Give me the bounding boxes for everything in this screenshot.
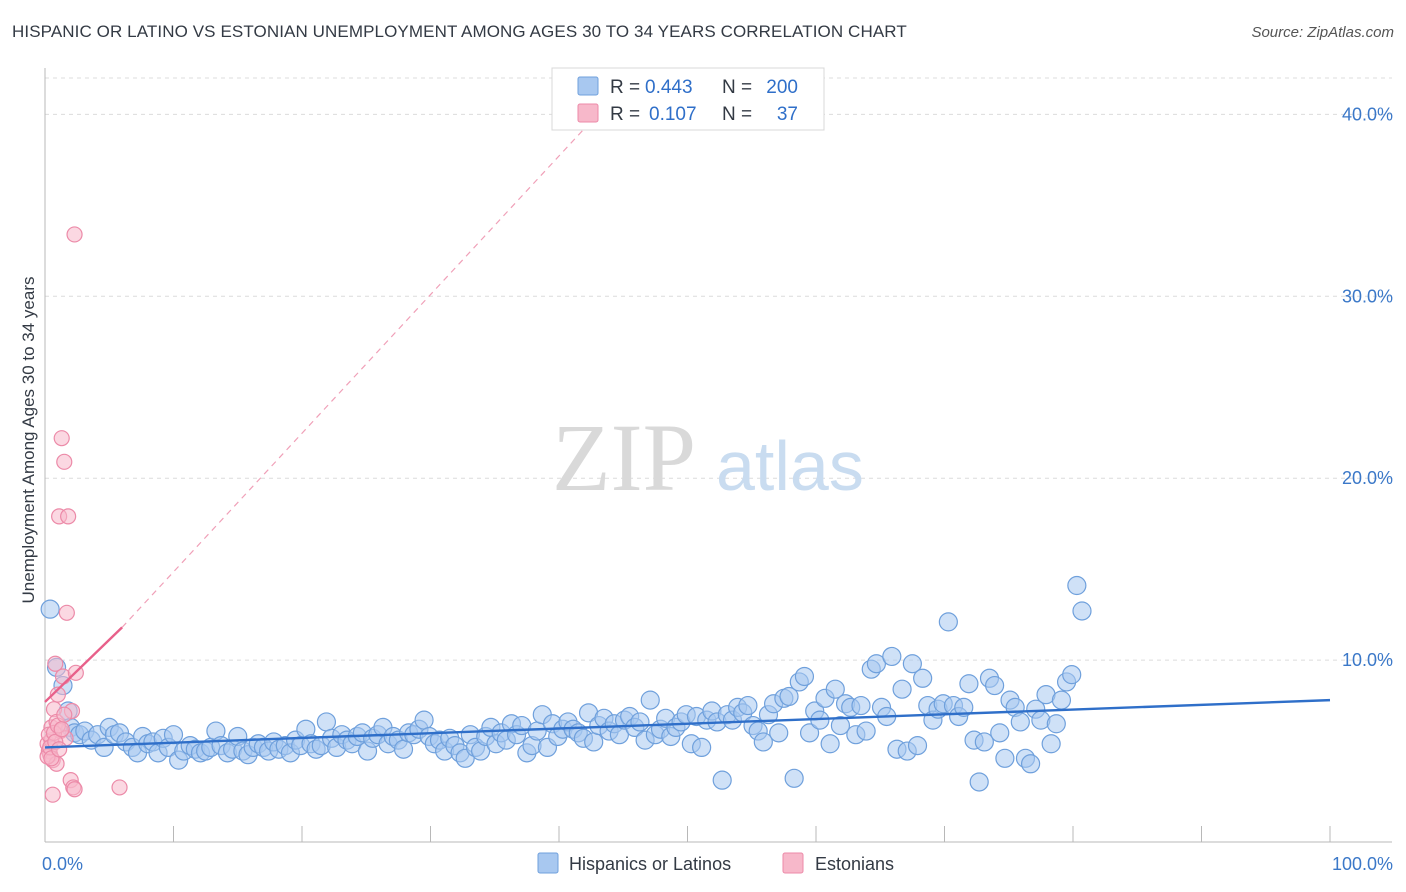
hispanic-point	[1067, 575, 1087, 596]
hispanic-point	[712, 770, 732, 790]
hispanic-point	[990, 723, 1010, 743]
hispanic-point	[753, 732, 773, 752]
hispanic-point	[414, 710, 434, 730]
hispanic-point	[779, 686, 799, 707]
y-tick-label: 20.0%	[1342, 468, 1393, 488]
chart-title: HISPANIC OR LATINO VS ESTONIAN UNEMPLOYM…	[12, 22, 907, 41]
estonian-point	[44, 786, 61, 803]
estonian-point	[51, 741, 68, 758]
hispanic-point	[959, 674, 979, 694]
estonian-point	[53, 721, 70, 738]
watermark-zip: ZIP	[552, 404, 696, 511]
hispanic-point	[1020, 754, 1041, 774]
y-tick-label: 30.0%	[1342, 286, 1393, 306]
bottom-legend-label-estonian: Estonians	[815, 854, 894, 874]
hispanic-point	[820, 734, 840, 754]
bottom-legend-label-hispanic: Hispanics or Latinos	[569, 854, 731, 874]
y-tick-labels: 10.0% 20.0% 30.0% 40.0%	[1342, 104, 1393, 670]
estonian-point	[66, 781, 83, 798]
axes	[44, 68, 1392, 843]
hispanic-point	[969, 772, 989, 792]
legend-r-value-2: 0.107	[649, 104, 697, 125]
hispanic-point	[794, 666, 815, 687]
hispanic-point	[825, 679, 845, 699]
hispanic-point	[995, 748, 1015, 768]
hispanic-point	[974, 732, 994, 752]
hispanic-point	[913, 668, 933, 688]
estonian-point	[56, 706, 73, 723]
hispanic-point	[954, 697, 974, 717]
hispanic-point	[692, 737, 712, 758]
legend-r-value-1: 0.443	[645, 77, 693, 98]
y-tick-label: 40.0%	[1342, 104, 1393, 124]
hispanic-point	[640, 690, 660, 710]
gridlines	[45, 77, 1392, 661]
estonian-point	[58, 604, 75, 621]
legend-n-value-2: 37	[777, 104, 798, 125]
y-axis-title: Unemployment Among Ages 30 to 34 years	[19, 277, 38, 604]
hispanic-point	[938, 612, 958, 632]
hispanic-point	[892, 679, 912, 699]
hispanic-point	[94, 737, 114, 758]
hispanic-point	[769, 723, 789, 743]
legend-r-label-1: R =	[610, 77, 640, 98]
legend-n-value-1: 200	[766, 77, 798, 98]
hispanic-point	[316, 712, 337, 732]
estonian-trend-extension	[121, 113, 598, 628]
hispanic-point	[1051, 690, 1072, 710]
trend-lines	[44, 113, 1331, 749]
correlation-legend: R = 0.443 N = 200 R = 0.107 N = 37	[551, 67, 825, 131]
x-tick-label-max: 100.0%	[1332, 854, 1393, 874]
legend-n-label-2: N =	[722, 104, 752, 125]
watermark: ZIP atlas	[552, 404, 864, 511]
bottom-legend-swatch-hispanic	[537, 852, 559, 874]
hispanic-point	[584, 732, 604, 752]
estonian-point	[53, 430, 70, 447]
estonian-trend-line	[44, 626, 123, 703]
hispanic-point	[830, 715, 851, 736]
legend-r-label-2: R =	[610, 104, 640, 125]
watermark-atlas: atlas	[716, 427, 864, 505]
hispanic-point	[851, 695, 871, 716]
hispanic-point	[1046, 714, 1066, 734]
hispanic-point	[1062, 665, 1082, 685]
legend-swatch-estonian	[577, 103, 599, 123]
x-tick-labels: 0.0% 100.0%	[42, 854, 1393, 874]
hispanic-point	[1072, 601, 1092, 621]
estonian-point	[47, 655, 64, 672]
estonian-point	[111, 779, 128, 796]
hispanic-point	[866, 654, 886, 674]
legend-swatch-hispanic	[577, 76, 599, 96]
y-tick-label: 10.0%	[1342, 650, 1393, 670]
hispanic-point	[882, 646, 902, 667]
estonian-point	[66, 226, 83, 243]
data-points	[39, 226, 1092, 803]
hispanic-point	[738, 695, 758, 716]
hispanic-point	[1010, 712, 1030, 732]
hispanic-point	[1041, 734, 1061, 754]
hispanic-trend-line	[44, 698, 1331, 749]
hispanic-point	[163, 725, 184, 745]
hispanic-point	[630, 712, 650, 732]
hispanic-point	[856, 721, 876, 741]
hispanic-point	[784, 768, 804, 788]
estonian-point	[60, 508, 77, 525]
hispanic-point	[985, 675, 1005, 696]
legend-n-label-1: N =	[722, 77, 752, 98]
hispanic-point	[902, 654, 922, 674]
x-tick-label-min: 0.0%	[42, 854, 83, 874]
hispanic-point	[907, 735, 928, 756]
chart-source: Source: ZipAtlas.com	[1251, 24, 1394, 41]
estonian-point	[49, 686, 66, 703]
estonian-point	[56, 453, 73, 470]
hispanic-point	[40, 599, 60, 619]
series-legend: Hispanics or Latinos Estonians	[537, 852, 894, 874]
hispanic-point	[799, 723, 820, 743]
bottom-legend-swatch-estonian	[782, 852, 804, 874]
